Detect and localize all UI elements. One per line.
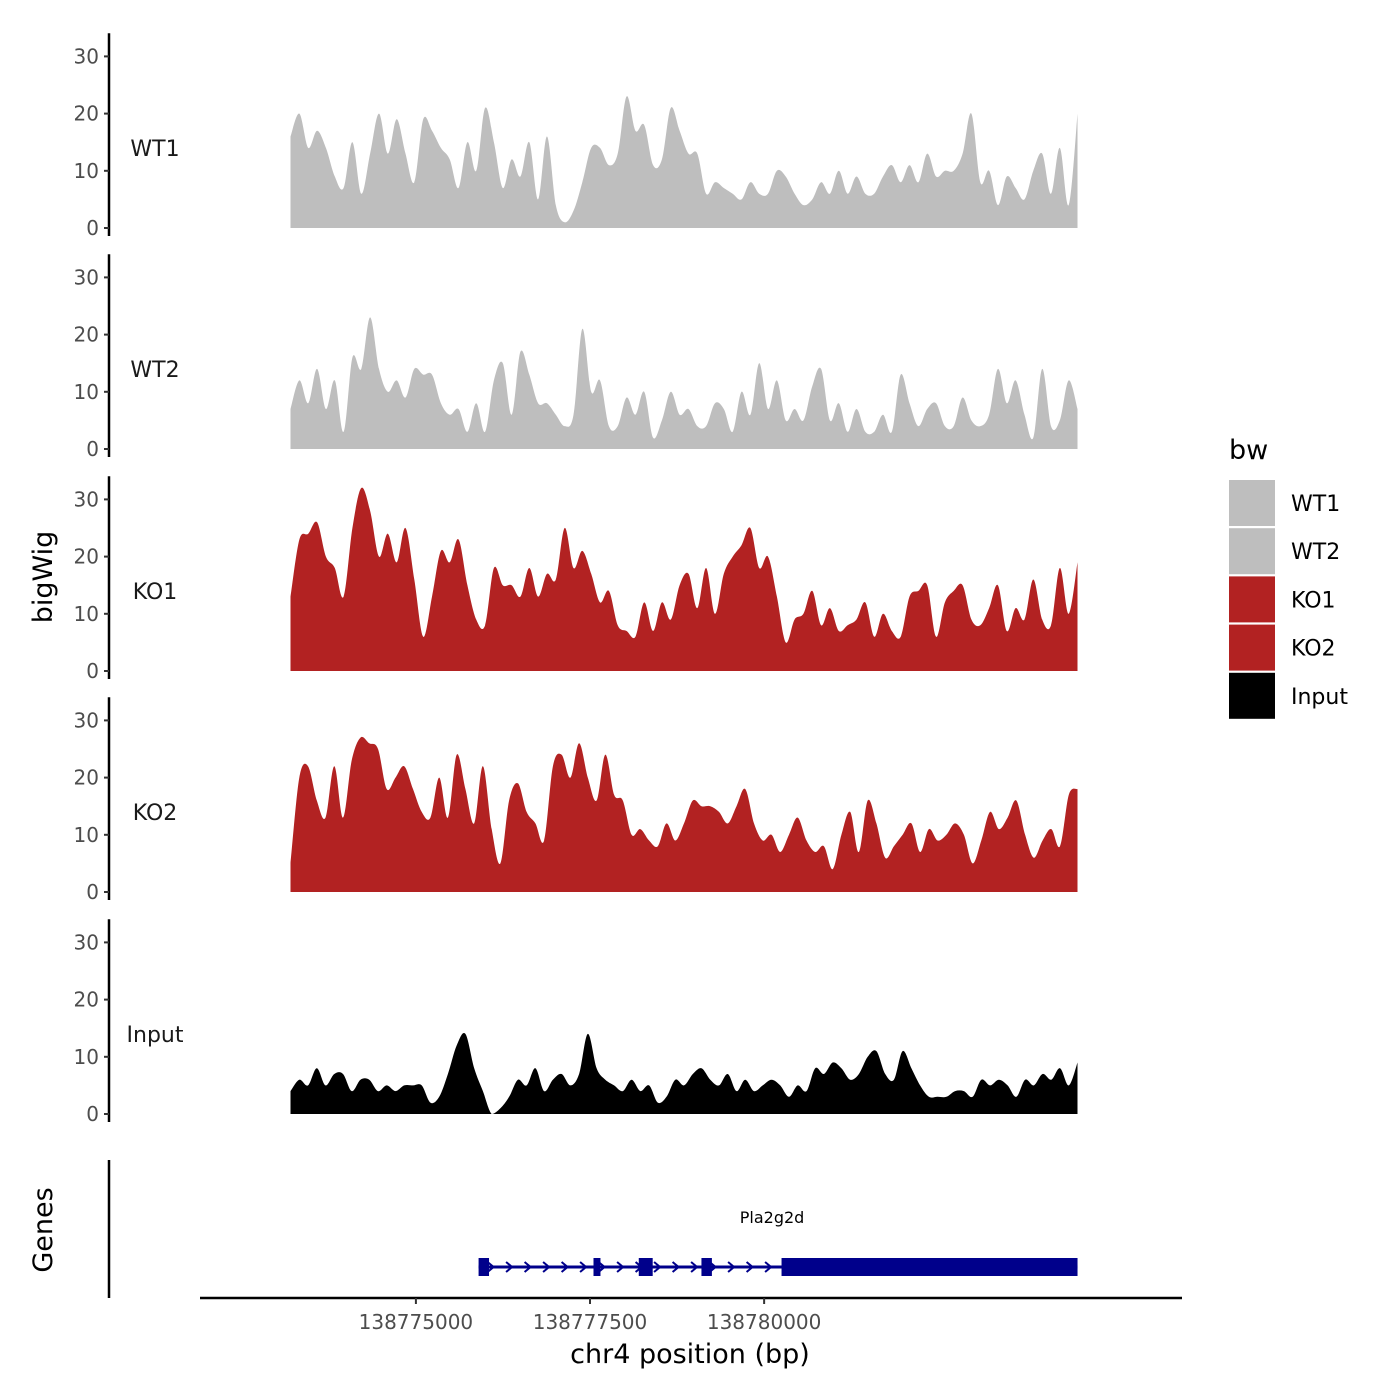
strand-arrow [542,1261,551,1273]
x-tick-label: 138775000 [359,1310,474,1334]
coverage-area-input [290,1032,1078,1114]
legend-swatch-input [1229,672,1275,719]
strand-arrow [671,1261,681,1273]
y-tick-label: 10 [74,159,99,183]
y-tick-label: 20 [74,988,99,1012]
track-panel-wt2: 0 10 20 30 WT2 [74,254,1078,461]
y-axis-title: bigWig [28,531,59,624]
coverage-area-wt2 [290,317,1078,449]
strand-arrow [690,1261,699,1273]
gene-exon [701,1258,712,1276]
track-panel-ko1: 0 10 20 30 KO1 [74,476,1078,683]
strand-arrow [560,1261,570,1273]
coverage-area-ko2 [290,736,1078,892]
y-tick-label: 0 [86,880,99,904]
strand-arrow [523,1261,533,1273]
legend-swatch-wt2 [1229,528,1275,575]
y-tick-label: 30 [74,487,99,511]
legend-label-ko1: KO1 [1291,588,1336,613]
strand-arrow [616,1261,625,1273]
legend-label-wt1: WT1 [1291,492,1340,517]
track-label-ko2: KO2 [133,801,178,826]
legend-swatch-wt1 [1229,480,1275,526]
legend-swatch-ko1 [1229,576,1275,623]
y-tick-label: 10 [74,1045,99,1069]
gene-exon [478,1258,490,1276]
x-axis: 138775000 138777500 138780000 [200,1296,1182,1334]
y-tick-label: 10 [74,602,99,626]
strand-arrow [597,1261,607,1273]
y-tick-label: 0 [86,437,99,461]
y-tick-label: 30 [74,708,99,732]
strand-arrow [579,1261,588,1273]
legend-label-input: Input [1291,685,1348,710]
y-tick-label: 30 [74,44,99,68]
legend: bw WT1 WT2 KO1 KO2 Input [1229,435,1348,719]
y-tick-label: 20 [74,102,99,126]
gene-exon [781,1258,1078,1276]
legend-title: bw [1229,435,1268,466]
legend-swatch-ko2 [1229,624,1275,671]
track-label-input: Input [127,1023,184,1048]
y-tick-label: 30 [74,930,99,954]
x-tick-label: 138777500 [533,1310,648,1334]
tracks-layer: 0 10 20 30 WT1 0 10 20 30 WT2 0 10 20 30 KO1 0 10 20 30 KO2… [74,33,1078,1126]
y-tick-label: 30 [74,265,99,289]
y-tick-label: 0 [86,659,99,683]
strand-arrow [486,1261,496,1273]
y-tick-label: 10 [74,380,99,404]
y-tick-label: 20 [74,323,99,347]
strand-arrow [745,1261,755,1273]
coverage-area-ko1 [290,487,1078,671]
track-label-ko1: KO1 [133,580,178,605]
y-tick-label: 0 [86,216,99,240]
x-tick-label: 138780000 [707,1310,822,1334]
gene-pla2g2d: Pla2g2d [478,1208,1078,1276]
y-tick-label: 0 [86,1102,99,1126]
x-axis-title: chr4 position (bp) [570,1339,810,1370]
track-panel-ko2: 0 10 20 30 KO2 [74,697,1078,904]
track-label-wt1: WT1 [130,137,179,162]
strand-arrow [764,1261,773,1273]
gene-name-label: Pla2g2d [740,1208,805,1227]
strand-arrow [727,1261,736,1273]
coverage-area-wt1 [290,96,1078,228]
genes-layer: Pla2g2d [107,1160,1078,1298]
strand-arrow [505,1261,514,1273]
gene-exon [593,1258,601,1276]
y-tick-label: 20 [74,766,99,790]
strand-arrow [653,1261,662,1273]
track-panel-wt1: 0 10 20 30 WT1 [74,33,1078,240]
gene-exon [638,1258,653,1276]
track-label-wt2: WT2 [130,358,179,383]
y-tick-label: 10 [74,823,99,847]
legend-label-ko2: KO2 [1291,637,1336,662]
legend-label-wt2: WT2 [1291,540,1340,565]
track-panel-input: 0 10 20 30 Input [74,919,1078,1126]
y-tick-label: 20 [74,545,99,569]
genes-axis-title: Genes [28,1187,59,1272]
